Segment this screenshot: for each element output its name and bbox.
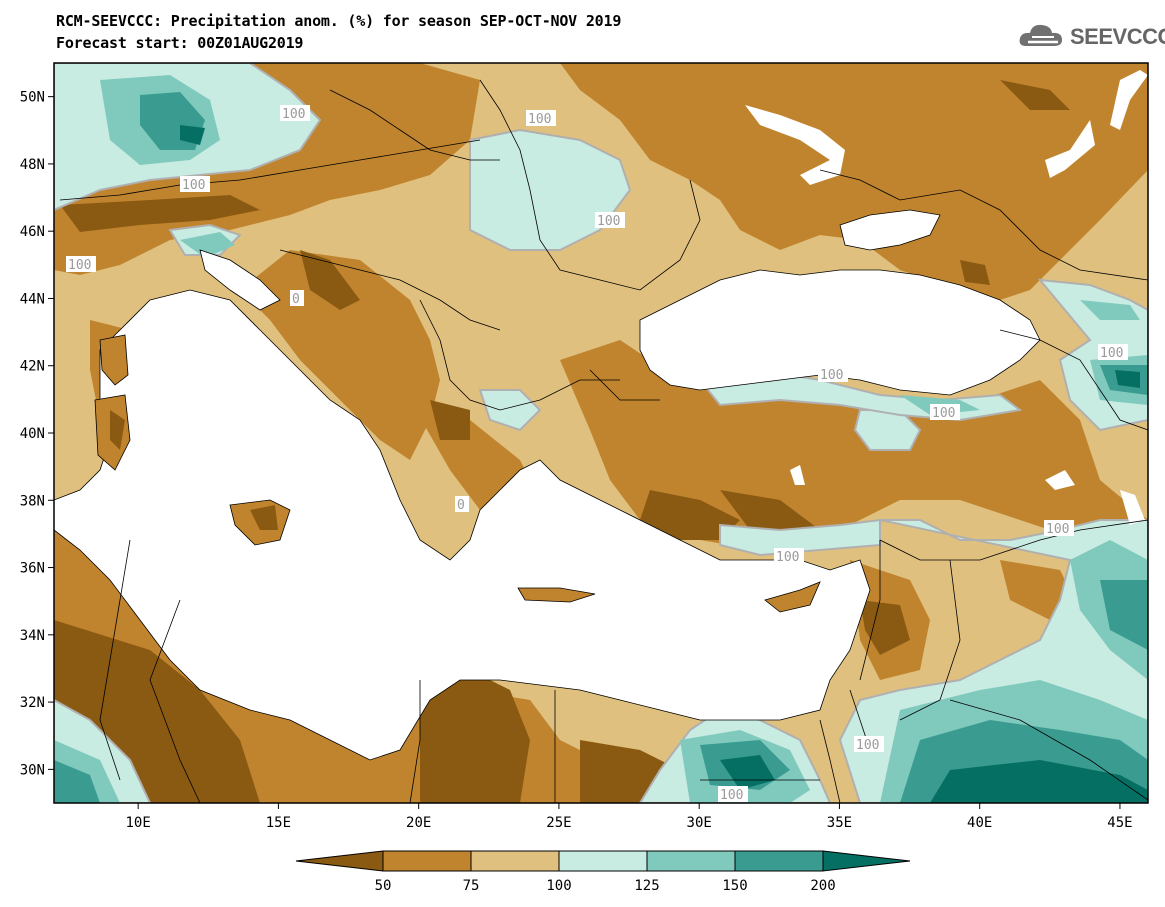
lon-tick-label: 35E (827, 815, 852, 831)
forecast-start-label: Forecast start: 00Z01AUG2019 (56, 34, 304, 52)
cloud-icon (1019, 24, 1062, 46)
contour-label: 0 (290, 290, 304, 307)
lon-tick-label: 25E (546, 815, 571, 831)
lat-tick-label: 40N (20, 426, 45, 442)
contour-label: 0 (455, 496, 469, 513)
logo-text: SEEVCCC (1070, 24, 1165, 49)
country-borders (59, 79, 1148, 803)
lon-tick-label: 45E (1107, 815, 1132, 831)
svg-text:100: 100 (528, 112, 551, 127)
longitude-axis: 10E 15E 20E 25E 30E 35E 40E 45E (126, 803, 1133, 831)
svg-text:0: 0 (457, 498, 465, 513)
svg-text:100: 100 (856, 738, 879, 753)
svg-text:100: 100 (282, 107, 305, 122)
contour-label: 100 (180, 176, 210, 193)
legend-swatch (382, 850, 472, 872)
svg-text:0: 0 (292, 292, 300, 307)
legend-boundary-label: 50 (375, 878, 392, 894)
contour-label: 100 (526, 110, 556, 127)
lon-tick-label: 30E (687, 815, 712, 831)
legend-swatch (470, 850, 560, 872)
lat-tick-label: 42N (20, 359, 45, 375)
legend-boundary-label: 125 (634, 878, 659, 894)
lat-tick-label: 32N (20, 695, 45, 711)
svg-text:100: 100 (182, 178, 205, 193)
contour-label: 100 (854, 736, 884, 753)
contour-label: 100 (66, 256, 96, 273)
lat-tick-label: 36N (20, 561, 45, 577)
contour-label: 100 (774, 548, 804, 565)
contour-label: 100 (280, 105, 310, 122)
svg-text:100: 100 (776, 550, 799, 565)
contour-label: 100 (818, 366, 848, 383)
legend-swatch (646, 850, 736, 872)
missing-data-patches (745, 70, 1148, 525)
seevccc-logo: SEEVCCC (1018, 20, 1165, 52)
lat-tick-label: 44N (20, 291, 45, 307)
lon-tick-label: 15E (266, 815, 291, 831)
contour-labels: 100 100 100 100 100 100 100 100 100 100 … (66, 105, 1128, 803)
lat-tick-label: 34N (20, 628, 45, 644)
sea-areas (54, 209, 1041, 761)
legend-swatch (558, 850, 648, 872)
svg-text:100: 100 (932, 406, 955, 421)
lat-tick-label: 30N (20, 762, 45, 778)
legend-swatch (734, 850, 824, 872)
contour-label: 100 (1044, 520, 1074, 537)
colorbar-legend: 50 75 100 125 150 200 (295, 850, 911, 894)
svg-text:100: 100 (720, 788, 743, 803)
svg-text:100: 100 (820, 368, 843, 383)
contour-label: 100 (595, 212, 625, 229)
map-title: RCM-SEEVCCC: Precipitation anom. (%) for… (56, 12, 622, 30)
lat-tick-label: 48N (20, 157, 45, 173)
contour-label: 100 (1098, 344, 1128, 361)
lon-tick-label: 10E (126, 815, 151, 831)
latitude-axis: 50N 48N 46N 44N 42N 40N 38N 36N 34N 32N 30N (20, 90, 54, 778)
svg-text:100: 100 (1046, 522, 1069, 537)
lat-tick-label: 46N (20, 224, 45, 240)
lat-tick-label: 50N (20, 90, 45, 106)
contour-label: 100 (718, 786, 748, 803)
anomaly-field (54, 63, 1148, 803)
legend-boundary-label: 200 (810, 878, 835, 894)
legend-swatch-upper-extend (822, 850, 911, 872)
legend-boundary-label: 75 (463, 878, 480, 894)
anomaly-above-200 (180, 125, 1148, 803)
contour-label: 100 (930, 404, 960, 421)
svg-text:100: 100 (68, 258, 91, 273)
legend-boundary-label: 100 (546, 878, 571, 894)
svg-text:100: 100 (597, 214, 620, 229)
lon-tick-label: 20E (406, 815, 431, 831)
lon-tick-label: 40E (967, 815, 992, 831)
lat-tick-label: 38N (20, 493, 45, 509)
sardinia-dark (110, 410, 125, 450)
legend-swatch-lower-extend (295, 850, 384, 872)
svg-text:100: 100 (1100, 346, 1123, 361)
legend-boundary-label: 150 (722, 878, 747, 894)
sicily-dark (250, 505, 278, 530)
